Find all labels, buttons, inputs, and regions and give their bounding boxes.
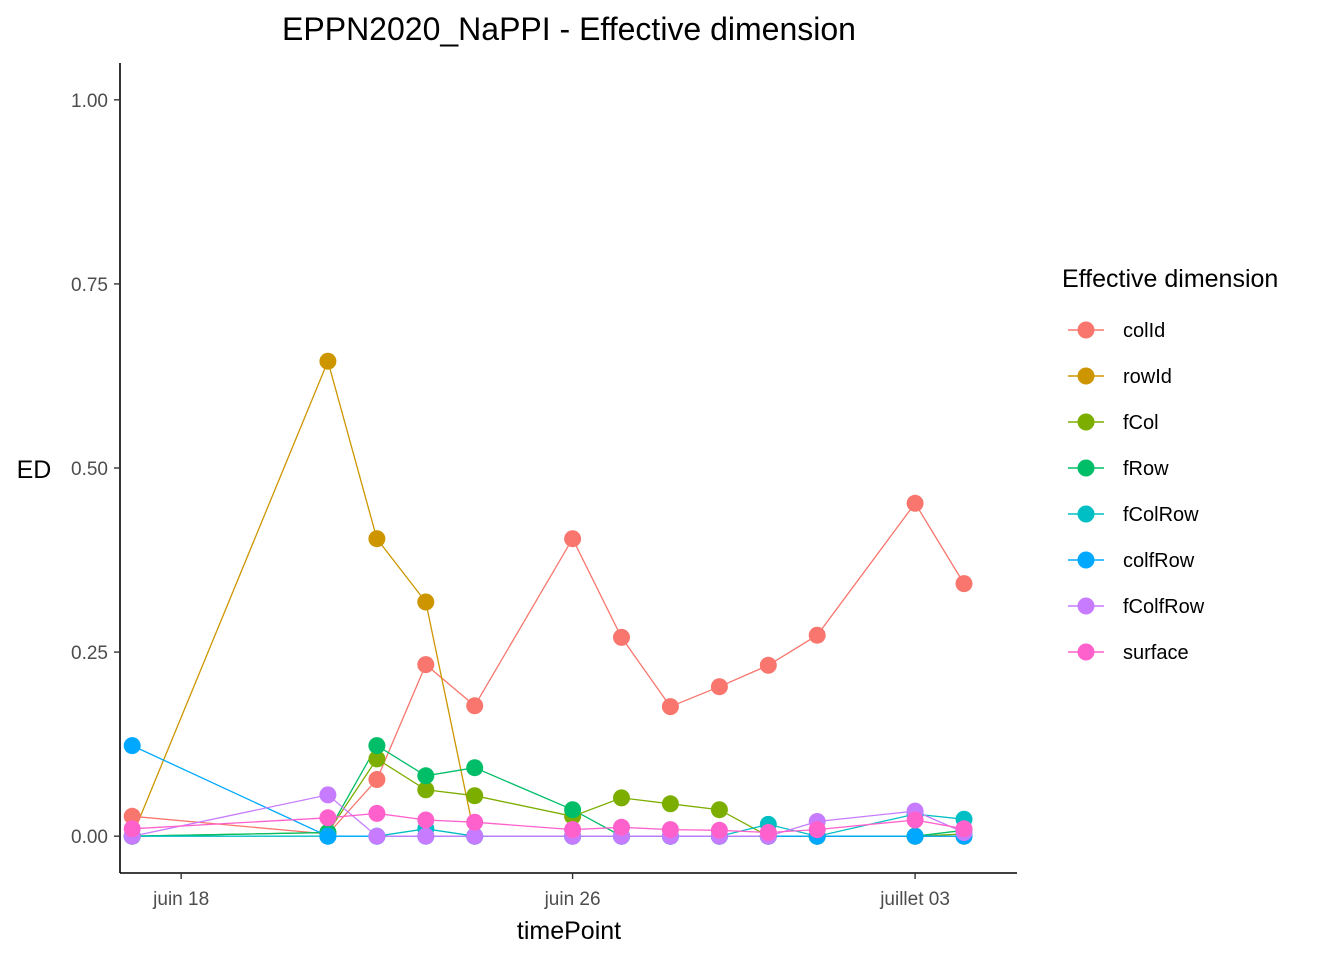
data-point-surface: [368, 804, 386, 822]
legend-item-f-col: fCol: [1068, 412, 1159, 434]
data-point-surface: [710, 821, 728, 839]
legend-key-point: [1077, 413, 1095, 431]
y-tick-label: 0.25: [71, 643, 108, 664]
x-tick-label: juin 18: [152, 889, 209, 910]
data-point-col-id: [613, 628, 630, 646]
chart-title: EPPN2020_NaPPI - Effective dimension: [282, 11, 856, 47]
y-tick-label: 0.75: [71, 275, 108, 296]
legend-key-point: [1077, 367, 1095, 385]
data-point-surface: [466, 813, 484, 831]
legend-key-point: [1077, 505, 1095, 523]
data-point-surface: [906, 811, 924, 829]
x-axis-ticks: juin 18 juin 26 juillet 03: [152, 873, 950, 910]
series-line-surface: [132, 812, 965, 834]
data-point-f-col: [368, 750, 386, 768]
data-point-col-id: [661, 698, 679, 716]
legend-item-f-col-row: fColRow: [1068, 504, 1199, 526]
plot-area: [123, 352, 973, 845]
series-lines: [131, 359, 965, 837]
data-point-surface: [417, 811, 435, 829]
legend-key-point: [1077, 459, 1095, 477]
legend-label: surface: [1123, 642, 1189, 664]
legend-key-point: [1077, 643, 1095, 661]
data-point-surface: [564, 821, 582, 839]
legend-key-point: [1077, 551, 1095, 569]
legend-items: colIdrowIdfColfRowfColRowcolfRowfColfRow…: [1068, 320, 1205, 664]
legend-label: colId: [1123, 320, 1165, 342]
data-point-row-id: [417, 593, 435, 611]
x-tick-label: juillet 03: [879, 889, 950, 910]
legend-key-point: [1077, 597, 1095, 615]
data-point-surface: [613, 818, 630, 836]
legend-label: rowId: [1123, 366, 1172, 388]
legend-label: fColRow: [1123, 504, 1199, 526]
legend-label: fRow: [1123, 458, 1169, 480]
data-point-surface: [955, 820, 973, 838]
data-point-f-col: [417, 781, 435, 799]
series-line-row-id: [131, 359, 964, 837]
data-point-col-id: [710, 678, 728, 696]
series-line-f-colf-row: [132, 794, 965, 837]
data-point-f-colf-row: [417, 827, 435, 845]
legend-label: fColfRow: [1123, 596, 1205, 618]
data-point-f-colf-row: [319, 786, 337, 804]
legend-item-colf-row: colfRow: [1068, 550, 1195, 572]
legend-item-f-row: fRow: [1068, 458, 1169, 480]
data-point-col-id: [808, 626, 826, 644]
data-point-f-colf-row: [466, 827, 484, 845]
data-point-f-col: [613, 789, 630, 807]
series-line-f-col: [132, 758, 965, 837]
data-point-surface: [759, 824, 777, 841]
y-tick-label: 0.50: [71, 459, 108, 480]
series-line-f-row: [132, 744, 965, 837]
data-point-f-colf-row: [368, 827, 386, 845]
data-point-f-row: [466, 759, 484, 777]
data-point-col-id: [466, 697, 484, 715]
data-point-f-row: [368, 737, 386, 755]
legend: Effective dimension colIdrowIdfColfRowfC…: [1062, 265, 1278, 664]
data-point-col-id: [759, 656, 777, 674]
data-point-surface: [319, 809, 337, 827]
data-point-colf-row: [123, 737, 141, 755]
y-axis-ticks: 0.00 0.25 0.50 0.75 1.00: [71, 91, 120, 848]
data-point-row-id: [319, 352, 337, 370]
data-point-col-id: [368, 771, 386, 788]
data-point-col-id: [955, 575, 973, 593]
data-point-f-col: [661, 795, 679, 813]
legend-item-col-id: colId: [1068, 320, 1165, 342]
legend-item-row-id: rowId: [1068, 366, 1172, 388]
legend-label: colfRow: [1123, 550, 1195, 572]
legend-key-point: [1077, 321, 1095, 339]
data-point-col-id: [564, 530, 582, 548]
legend-item-f-colf-row: fColfRow: [1068, 596, 1205, 618]
data-point-surface: [661, 821, 679, 839]
y-axis-title: ED: [17, 456, 52, 484]
data-point-surface: [123, 820, 141, 838]
legend-title: Effective dimension: [1062, 265, 1278, 293]
legend-label: fCol: [1123, 412, 1159, 434]
y-tick-label: 1.00: [71, 91, 108, 112]
data-point-f-row: [417, 767, 435, 785]
data-point-col-id: [417, 656, 435, 674]
series-points: [123, 352, 973, 845]
data-point-f-col: [710, 801, 728, 819]
data-point-row-id: [368, 530, 386, 548]
data-point-col-id: [123, 807, 141, 825]
data-point-f-row: [564, 801, 582, 819]
data-point-f-col: [466, 787, 484, 805]
data-point-surface: [808, 821, 826, 839]
data-point-colf-row: [906, 827, 924, 845]
data-point-col-id: [906, 494, 924, 512]
series-line-f-col-row: [132, 813, 965, 837]
legend-item-surface: surface: [1068, 642, 1189, 664]
x-axis-title: timePoint: [517, 917, 621, 945]
y-tick-label: 0.00: [71, 827, 108, 848]
series-line-col-id: [132, 502, 965, 835]
x-tick-label: juin 26: [544, 889, 601, 910]
data-point-colf-row: [319, 827, 337, 845]
series-line-colf-row: [131, 745, 964, 837]
